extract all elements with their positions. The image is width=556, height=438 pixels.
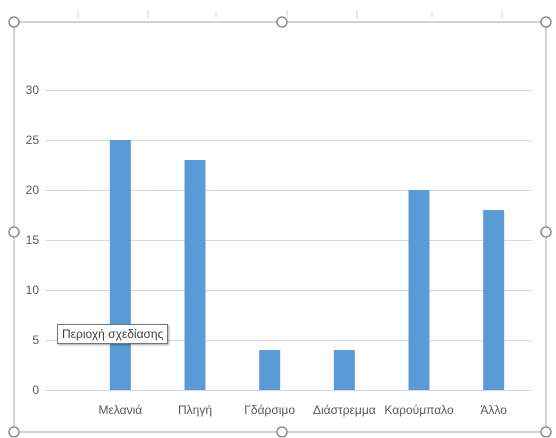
bar-2[interactable] [184, 160, 206, 390]
bar-1[interactable] [109, 140, 131, 390]
top-ruler-ticks [77, 10, 503, 18]
handle-top-right[interactable] [540, 16, 552, 28]
y-tick-label: 25 [26, 133, 40, 147]
x-category-label: Μελανιά [98, 403, 142, 417]
y-tick-label: 30 [26, 83, 40, 97]
bar-4[interactable] [333, 350, 355, 390]
plot-area-tooltip: Περιοχή σχεδίασης [57, 324, 169, 344]
handle-middle-right[interactable] [540, 226, 552, 238]
resize-handles[interactable] [8, 16, 552, 438]
bar-3[interactable] [259, 350, 281, 390]
handle-top-left[interactable] [8, 16, 20, 28]
x-axis-category-labels: Μελανιά Πληγή Γδάρσιμο Διάστρεμμα Καρούμπαλο… [98, 403, 507, 417]
bar-5[interactable] [408, 190, 430, 390]
y-axis-tick-labels: 0 5 10 15 20 25 30 [26, 83, 40, 397]
y-tick-label: 20 [26, 183, 40, 197]
y-tick-label: 0 [32, 383, 39, 397]
y-tick-label: 10 [26, 283, 40, 297]
y-tick-label: 5 [32, 333, 39, 347]
y-tick-label: 15 [26, 233, 40, 247]
x-category-label: Πληγή [178, 403, 212, 417]
x-category-label: Γδάρσιμο [244, 403, 295, 417]
handle-middle-left[interactable] [8, 226, 20, 238]
handle-bottom-center[interactable] [276, 426, 288, 438]
handle-bottom-left[interactable] [8, 426, 20, 438]
bar-6[interactable] [483, 210, 505, 390]
bars [109, 140, 505, 390]
x-category-label: Άλλο [480, 403, 507, 417]
x-category-label: Διάστρεμμα [313, 403, 376, 417]
handle-top-center[interactable] [276, 16, 288, 28]
handle-bottom-right[interactable] [540, 426, 552, 438]
x-category-label: Καρούμπαλο [384, 403, 454, 417]
